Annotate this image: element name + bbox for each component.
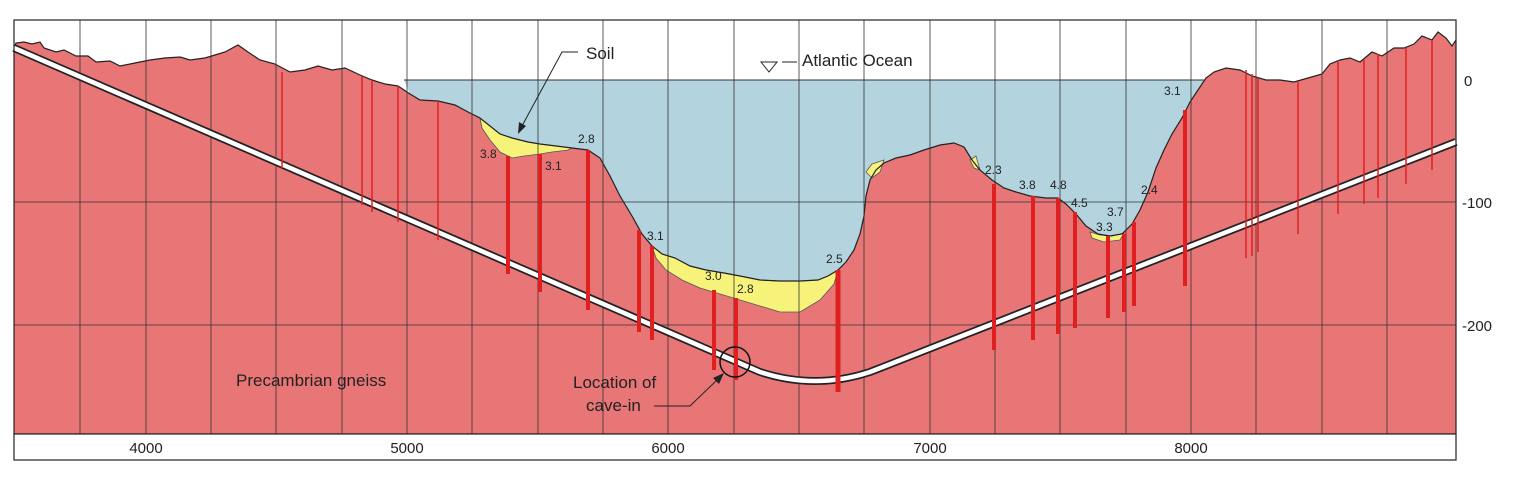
x-tick-label: 8000: [1174, 440, 1207, 457]
cave-in-leader-line: [654, 379, 718, 407]
tunnel-alignment-inner: [13, 45, 1457, 384]
soil-leader-arrow: [518, 122, 526, 134]
x-tick-label: 6000: [651, 440, 684, 457]
x-tick-label: 4000: [129, 440, 162, 457]
borehole-value: 3.1: [545, 159, 562, 173]
borehole-value: 3.8: [1019, 178, 1036, 192]
bedrock-gneiss: [14, 32, 1456, 434]
atlantic-ocean-water: [404, 80, 1204, 281]
borehole-value: 3.1: [647, 229, 664, 243]
y-tick-label: 0: [1464, 73, 1472, 90]
borehole-value: 3.7: [1107, 205, 1124, 219]
borehole-value: 2.5: [826, 252, 843, 266]
soil-leader-line: [521, 51, 578, 127]
rock-label: Precambrian gneiss: [236, 371, 386, 390]
x-axis: 4000 5000 6000 7000 8000: [13, 433, 1457, 461]
y-tick-label: -100: [1462, 195, 1492, 212]
x-tick-label: 7000: [913, 440, 946, 457]
borehole-value: 4.8: [1050, 178, 1067, 192]
borehole-value: 4.5: [1071, 196, 1088, 210]
x-tick-label: 5000: [390, 440, 423, 457]
x-axis-strip: [13, 433, 1457, 461]
cave-in-marker: [719, 346, 751, 378]
borehole-value: 3.1: [1164, 84, 1181, 98]
borehole-value: 2.4: [1141, 183, 1158, 197]
borehole-value: 3.0: [705, 269, 722, 283]
boreholes: [281, 40, 1433, 392]
cave-in-leader-arrow: [713, 373, 724, 384]
borehole-value: 2.8: [737, 282, 754, 296]
borehole-value: 3.8: [480, 147, 497, 161]
ground-surface-line: [13, 31, 1457, 282]
rqd-labels: 3.8 3.1 2.8 3.1 3.0 2.8 2.5 2.3 3.8 4.8 …: [480, 84, 1181, 296]
annotations: Soil Atlantic Ocean Precambrian gneiss L…: [236, 44, 913, 415]
y-axis: 0 -100 -200: [1462, 73, 1492, 335]
soil-deposit-right-small: [865, 159, 885, 179]
borehole-value: 2.8: [578, 132, 595, 146]
borehole-value: 3.3: [1096, 220, 1113, 234]
water-level-symbol: [759, 61, 779, 73]
cave-in-label-line1: Location of: [573, 373, 656, 392]
y-tick-label: -200: [1462, 318, 1492, 335]
soil-label: Soil: [586, 44, 614, 63]
borehole-value: 2.3: [985, 163, 1002, 177]
cave-in-label-line2: cave-in: [586, 396, 641, 415]
ocean-label: Atlantic Ocean: [802, 51, 913, 70]
